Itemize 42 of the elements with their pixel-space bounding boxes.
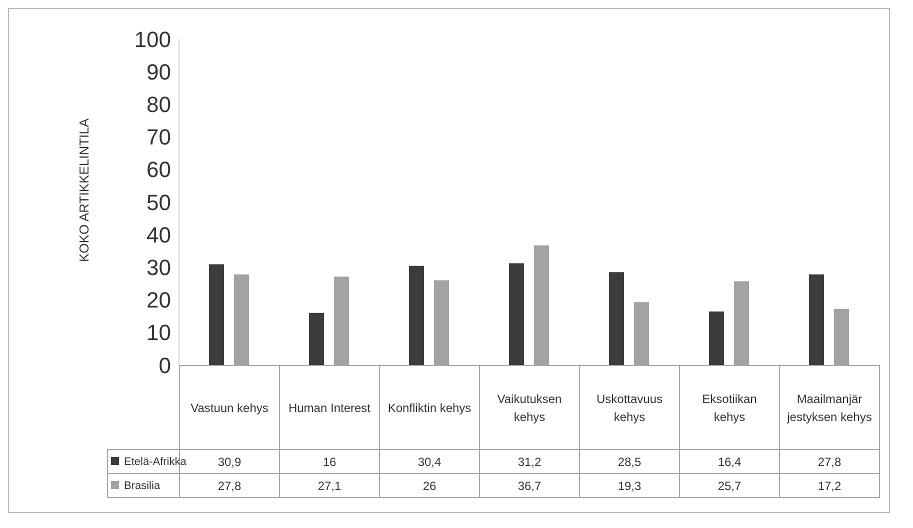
legend-label: Brasilia bbox=[108, 474, 180, 498]
data-label: 16 bbox=[280, 450, 380, 474]
data-label: 27,8 bbox=[180, 474, 280, 498]
y-tick-label: 30 bbox=[146, 255, 171, 280]
data-label: 16,4 bbox=[680, 450, 780, 474]
data-label: 28,5 bbox=[580, 450, 680, 474]
y-tick-label: 70 bbox=[146, 124, 171, 150]
y-tick-label: 80 bbox=[146, 92, 171, 118]
y-tick-label: 50 bbox=[146, 190, 171, 215]
data-label: 30,9 bbox=[218, 454, 242, 468]
x-tick-label: Eksotiikan kehys bbox=[680, 366, 780, 450]
bar bbox=[609, 272, 624, 365]
y-tick-label: 10 bbox=[146, 320, 171, 346]
bar bbox=[509, 263, 524, 365]
data-label: 27,1 bbox=[280, 474, 380, 498]
legend-label: Etelä-Afrikka bbox=[123, 454, 186, 470]
y-tick-label: 0 bbox=[158, 352, 171, 378]
y-tick-label: 20 bbox=[146, 288, 171, 313]
data-label: 31,2 bbox=[480, 450, 580, 474]
data-label: 19,3 bbox=[580, 474, 680, 498]
y-tick-label: 40 bbox=[146, 222, 171, 248]
y-axis-title: KOKO ARTIKKELINTILA bbox=[76, 118, 92, 262]
data-label: 36,7 bbox=[480, 474, 580, 498]
bar bbox=[709, 312, 724, 365]
x-tick-label: Konfliktin kehys bbox=[380, 366, 480, 450]
x-tick-label: Uskottavuus kehys bbox=[580, 366, 680, 450]
bar bbox=[209, 264, 224, 365]
x-tick-label: Maailmanjär jestyksen kehys bbox=[780, 366, 880, 450]
y-tick-label: 100 bbox=[134, 26, 171, 52]
data-label: 30,4 bbox=[380, 450, 480, 474]
data-label: 25,7 bbox=[680, 474, 780, 498]
data-label: 27,8 bbox=[780, 450, 880, 474]
x-tick-label: Human Interest bbox=[280, 366, 380, 450]
x-tick-label: Vaikutuksen kehys bbox=[480, 366, 580, 450]
y-tick-label: 60 bbox=[146, 157, 171, 182]
bar bbox=[809, 274, 824, 365]
x-tick-label: Vastuun kehys bbox=[180, 366, 280, 450]
bar bbox=[409, 266, 424, 365]
y-tick-label: 90 bbox=[146, 59, 171, 84]
data-label: 26 bbox=[380, 474, 480, 498]
data-label: 17,2 bbox=[780, 474, 880, 498]
bar bbox=[309, 312, 324, 365]
